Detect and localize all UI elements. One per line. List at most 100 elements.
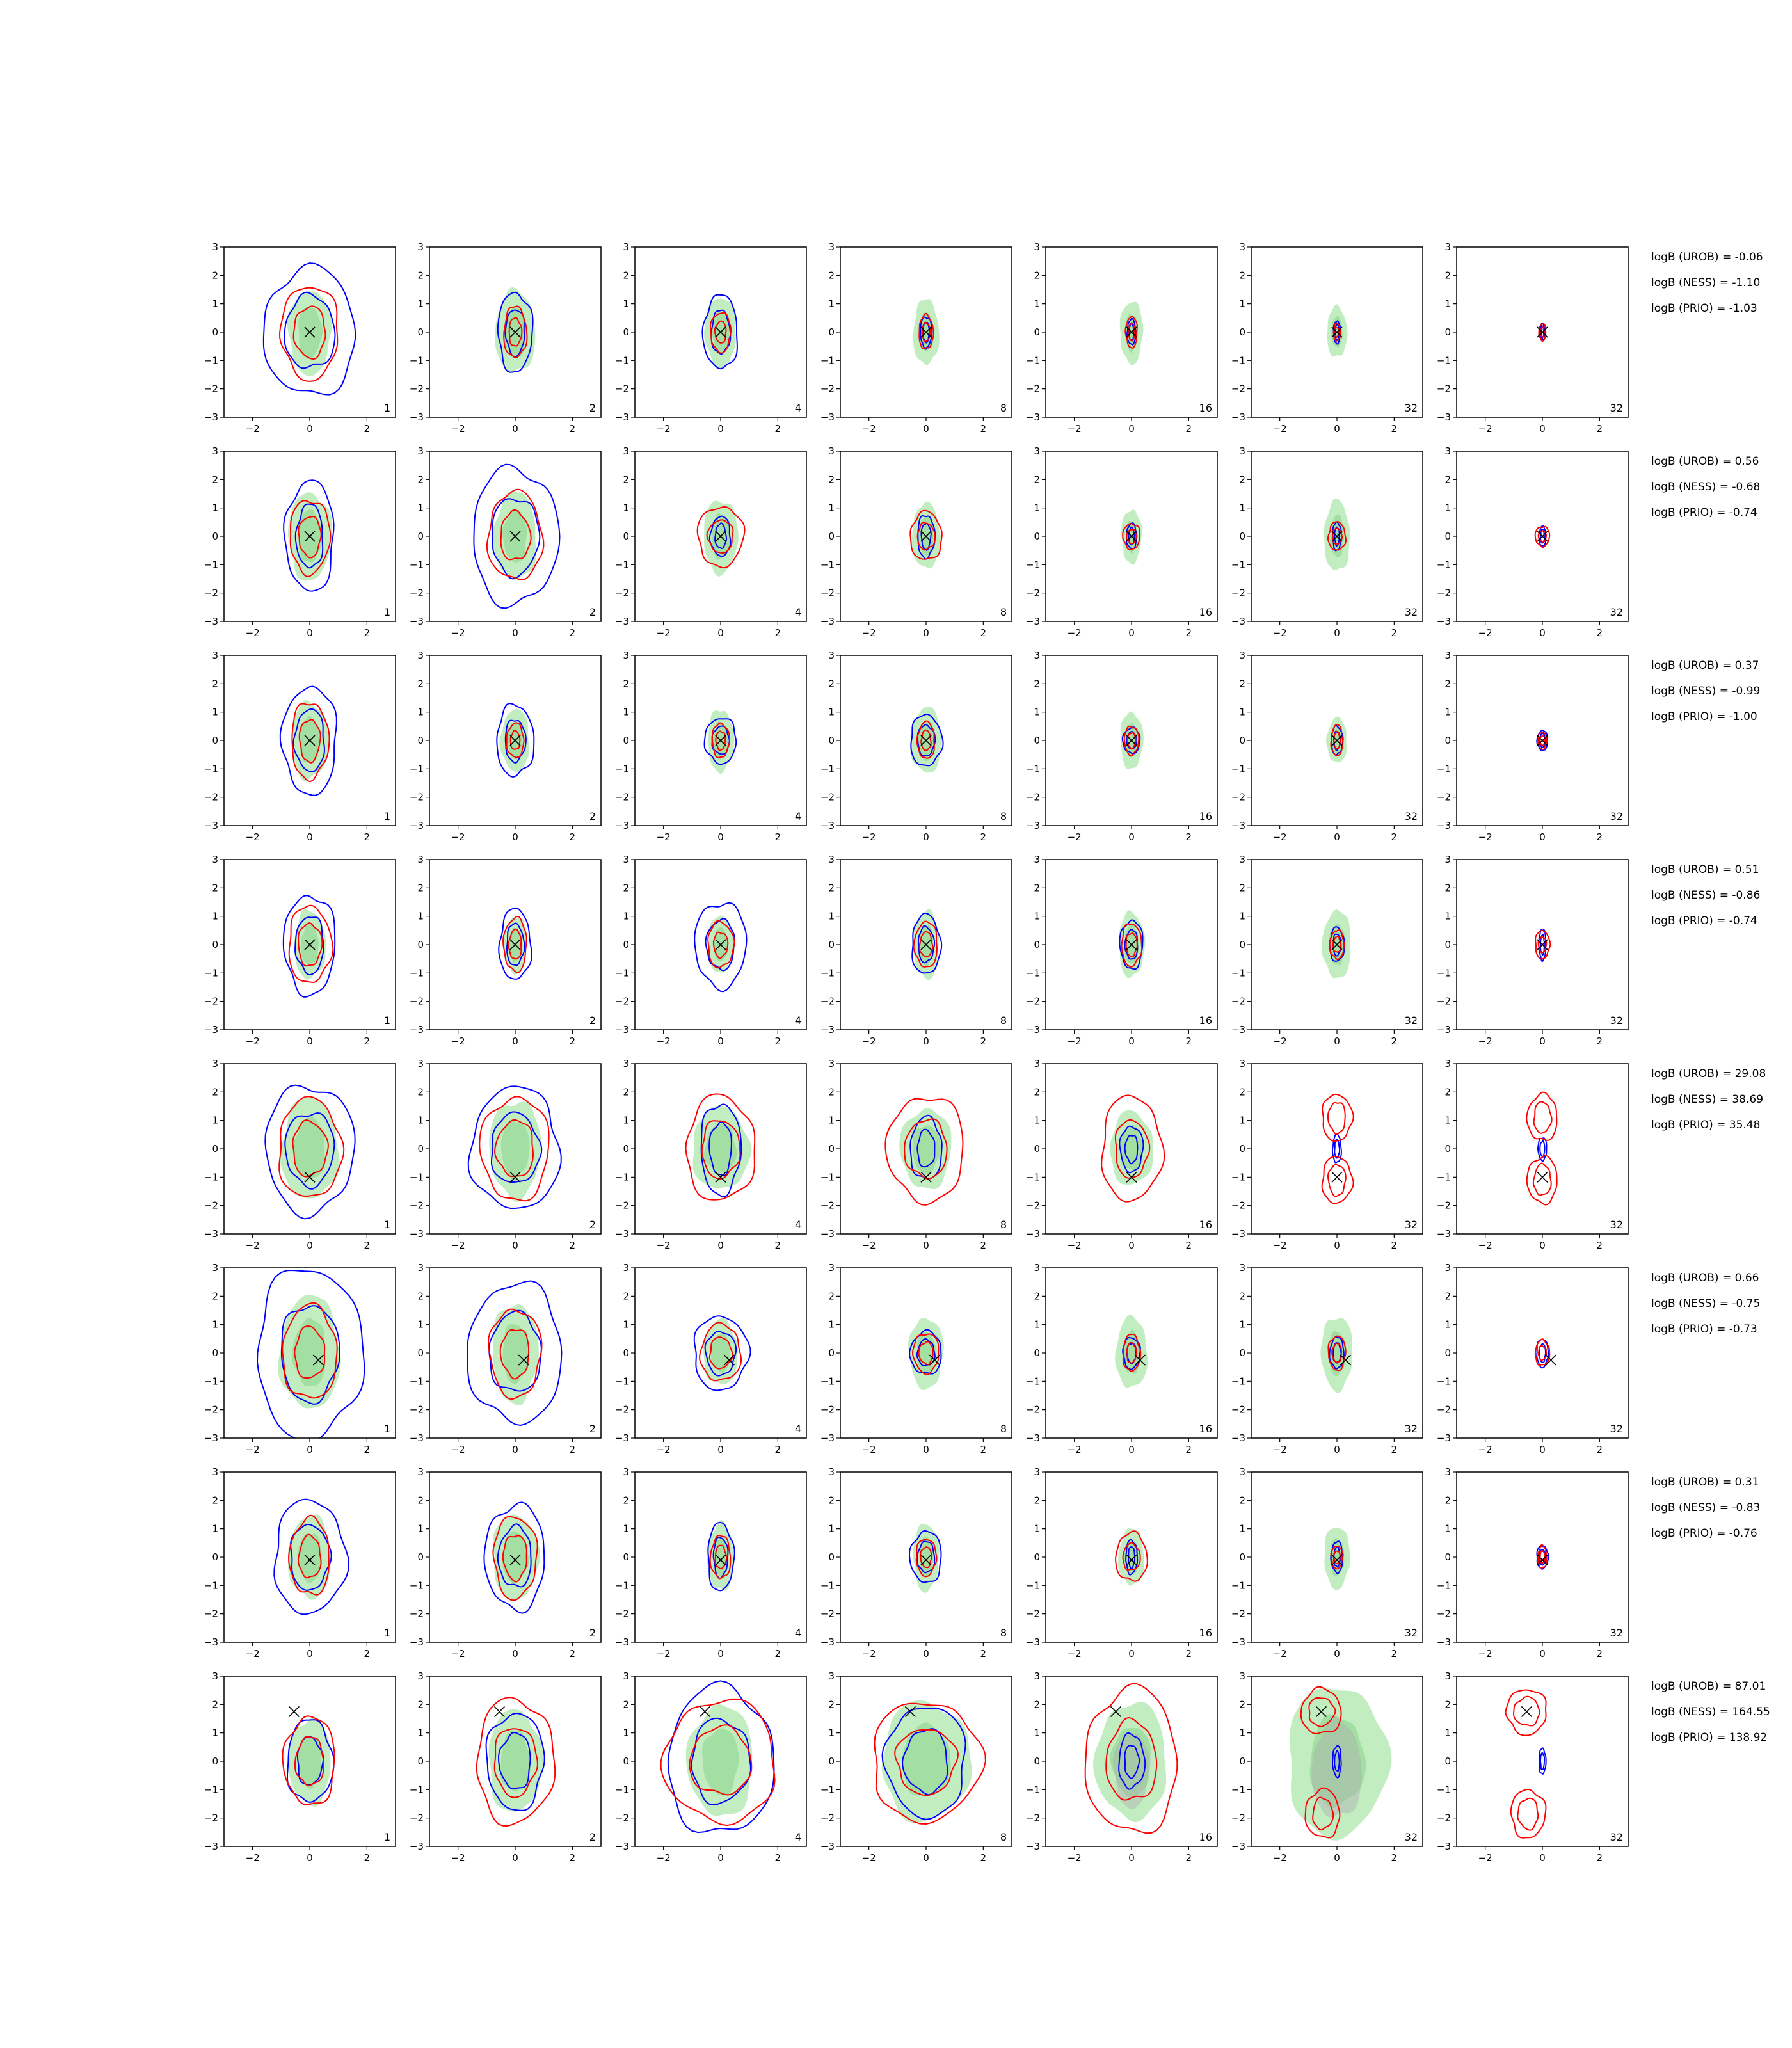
red-contour: [707, 920, 735, 969]
subplot-panel: 3 2 1 0 −1 −2 −3 −2 0 2 4: [615, 1466, 807, 1660]
y-tick-label: 1: [1239, 1115, 1245, 1126]
y-tick-label: −1: [1231, 1580, 1245, 1591]
x-tick-label: 2: [1391, 1852, 1398, 1864]
red-contour: [1333, 730, 1341, 749]
axes-frame: [1251, 1063, 1423, 1235]
blue-contour: [1329, 1336, 1345, 1370]
y-tick-label: −2: [1437, 1404, 1451, 1416]
y-tick-label: −1: [204, 763, 218, 774]
panel-id-label: 2: [589, 402, 596, 414]
x-tick-label: 0: [512, 1240, 518, 1251]
red-contour: [476, 1697, 556, 1827]
red-contour: [1105, 1716, 1158, 1801]
x-tick-label: 2: [775, 423, 781, 435]
x-tick-label: 2: [775, 1444, 781, 1455]
y-tick-label: 0: [1444, 1347, 1451, 1359]
y-tick-label: 1: [1034, 1523, 1040, 1535]
red-contour: [288, 904, 334, 983]
y-tick-label: −1: [820, 355, 835, 366]
true-value-marker: [304, 939, 316, 950]
y-tick-label: 1: [1444, 1523, 1451, 1535]
y-tick-label: 3: [212, 241, 218, 253]
true-value-marker: [904, 1706, 916, 1717]
panel-id-label: 2: [589, 1014, 596, 1027]
red-contour: [479, 1096, 550, 1202]
true-value-marker: [929, 1354, 940, 1366]
red-contour: [714, 1544, 728, 1570]
red-contour: [1331, 1342, 1343, 1363]
blue-contour: [881, 1708, 966, 1820]
true-value-marker: [1331, 939, 1343, 950]
reference-density: [702, 1728, 739, 1795]
x-tick-label: −2: [451, 831, 465, 843]
red-contour: [499, 1329, 530, 1380]
y-tick-label: −3: [1437, 412, 1451, 423]
y-tick-label: 3: [1444, 445, 1451, 457]
y-tick-label: 0: [623, 1347, 629, 1359]
x-tick-label: −2: [657, 1036, 671, 1047]
red-contour: [1125, 932, 1138, 958]
y-tick-label: −2: [1437, 996, 1451, 1007]
true-value-marker: [509, 735, 521, 746]
y-tick-label: −2: [410, 588, 424, 599]
x-tick-label: −2: [1068, 627, 1082, 639]
x-tick-label: −2: [1478, 1240, 1492, 1251]
red-contour: [294, 1736, 324, 1787]
subplot-panel: 3 2 1 0 −1 −2 −3 −2 0 2 1: [204, 650, 396, 843]
x-tick-label: 0: [1334, 1036, 1340, 1047]
red-contour: [1127, 323, 1135, 342]
blue-contour: [1331, 1133, 1342, 1164]
y-tick-label: 0: [1444, 531, 1451, 542]
y-tick-label: 3: [212, 1466, 218, 1478]
y-tick-label: 2: [828, 1699, 835, 1710]
logb-annotation: logB (NESS) = -0.68: [1651, 481, 1760, 493]
y-tick-label: −1: [820, 1784, 835, 1795]
x-tick-label: 0: [512, 1852, 518, 1864]
y-tick-label: 0: [1034, 1756, 1040, 1767]
y-tick-label: 1: [828, 707, 835, 718]
red-contour: [1321, 1155, 1354, 1204]
logb-annotation: logB (PRIO) = -0.74: [1651, 506, 1757, 519]
y-tick-label: 3: [828, 1670, 835, 1682]
y-tick-label: −1: [1437, 559, 1451, 570]
y-tick-label: 2: [1034, 678, 1040, 689]
y-tick-label: 1: [1239, 298, 1245, 310]
y-tick-label: 0: [417, 531, 424, 542]
y-tick-label: −2: [820, 792, 835, 803]
y-tick-label: −2: [1231, 792, 1245, 803]
blue-contour: [466, 1280, 563, 1427]
x-tick-label: 0: [1334, 423, 1340, 435]
y-tick-label: 3: [417, 650, 424, 661]
y-tick-label: 1: [828, 1319, 835, 1331]
y-tick-label: −1: [820, 1580, 835, 1591]
x-tick-label: 0: [1128, 627, 1135, 639]
blue-contour: [284, 291, 336, 369]
x-tick-label: 2: [980, 831, 987, 843]
reference-density: [1309, 1714, 1366, 1809]
blue-contour: [922, 321, 931, 344]
true-value-marker: [1331, 1554, 1343, 1565]
y-tick-label: −3: [1437, 1228, 1451, 1240]
blue-contour: [294, 916, 324, 976]
x-tick-label: 0: [307, 1648, 313, 1660]
y-tick-label: 3: [623, 1466, 629, 1478]
x-tick-label: −2: [862, 831, 876, 843]
y-tick-label: −1: [204, 1171, 218, 1183]
y-tick-label: 3: [212, 1670, 218, 1682]
y-tick-label: −3: [204, 1432, 218, 1444]
x-tick-label: 0: [512, 423, 518, 435]
red-contour: [1537, 936, 1548, 954]
y-tick-label: 0: [828, 531, 835, 542]
y-tick-label: −3: [410, 616, 424, 627]
y-tick-label: −3: [204, 1024, 218, 1036]
subplot-panel: 3 2 1 0 −1 −2 −3 −2 0 2 8: [820, 1670, 1012, 1864]
y-tick-label: 3: [623, 650, 629, 661]
y-tick-label: 2: [1444, 1290, 1451, 1302]
y-tick-label: 0: [623, 1143, 629, 1155]
y-tick-label: 1: [1239, 1523, 1245, 1535]
panel-id-label: 16: [1199, 402, 1212, 414]
